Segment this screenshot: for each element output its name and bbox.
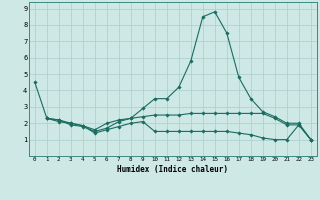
X-axis label: Humidex (Indice chaleur): Humidex (Indice chaleur) bbox=[117, 165, 228, 174]
